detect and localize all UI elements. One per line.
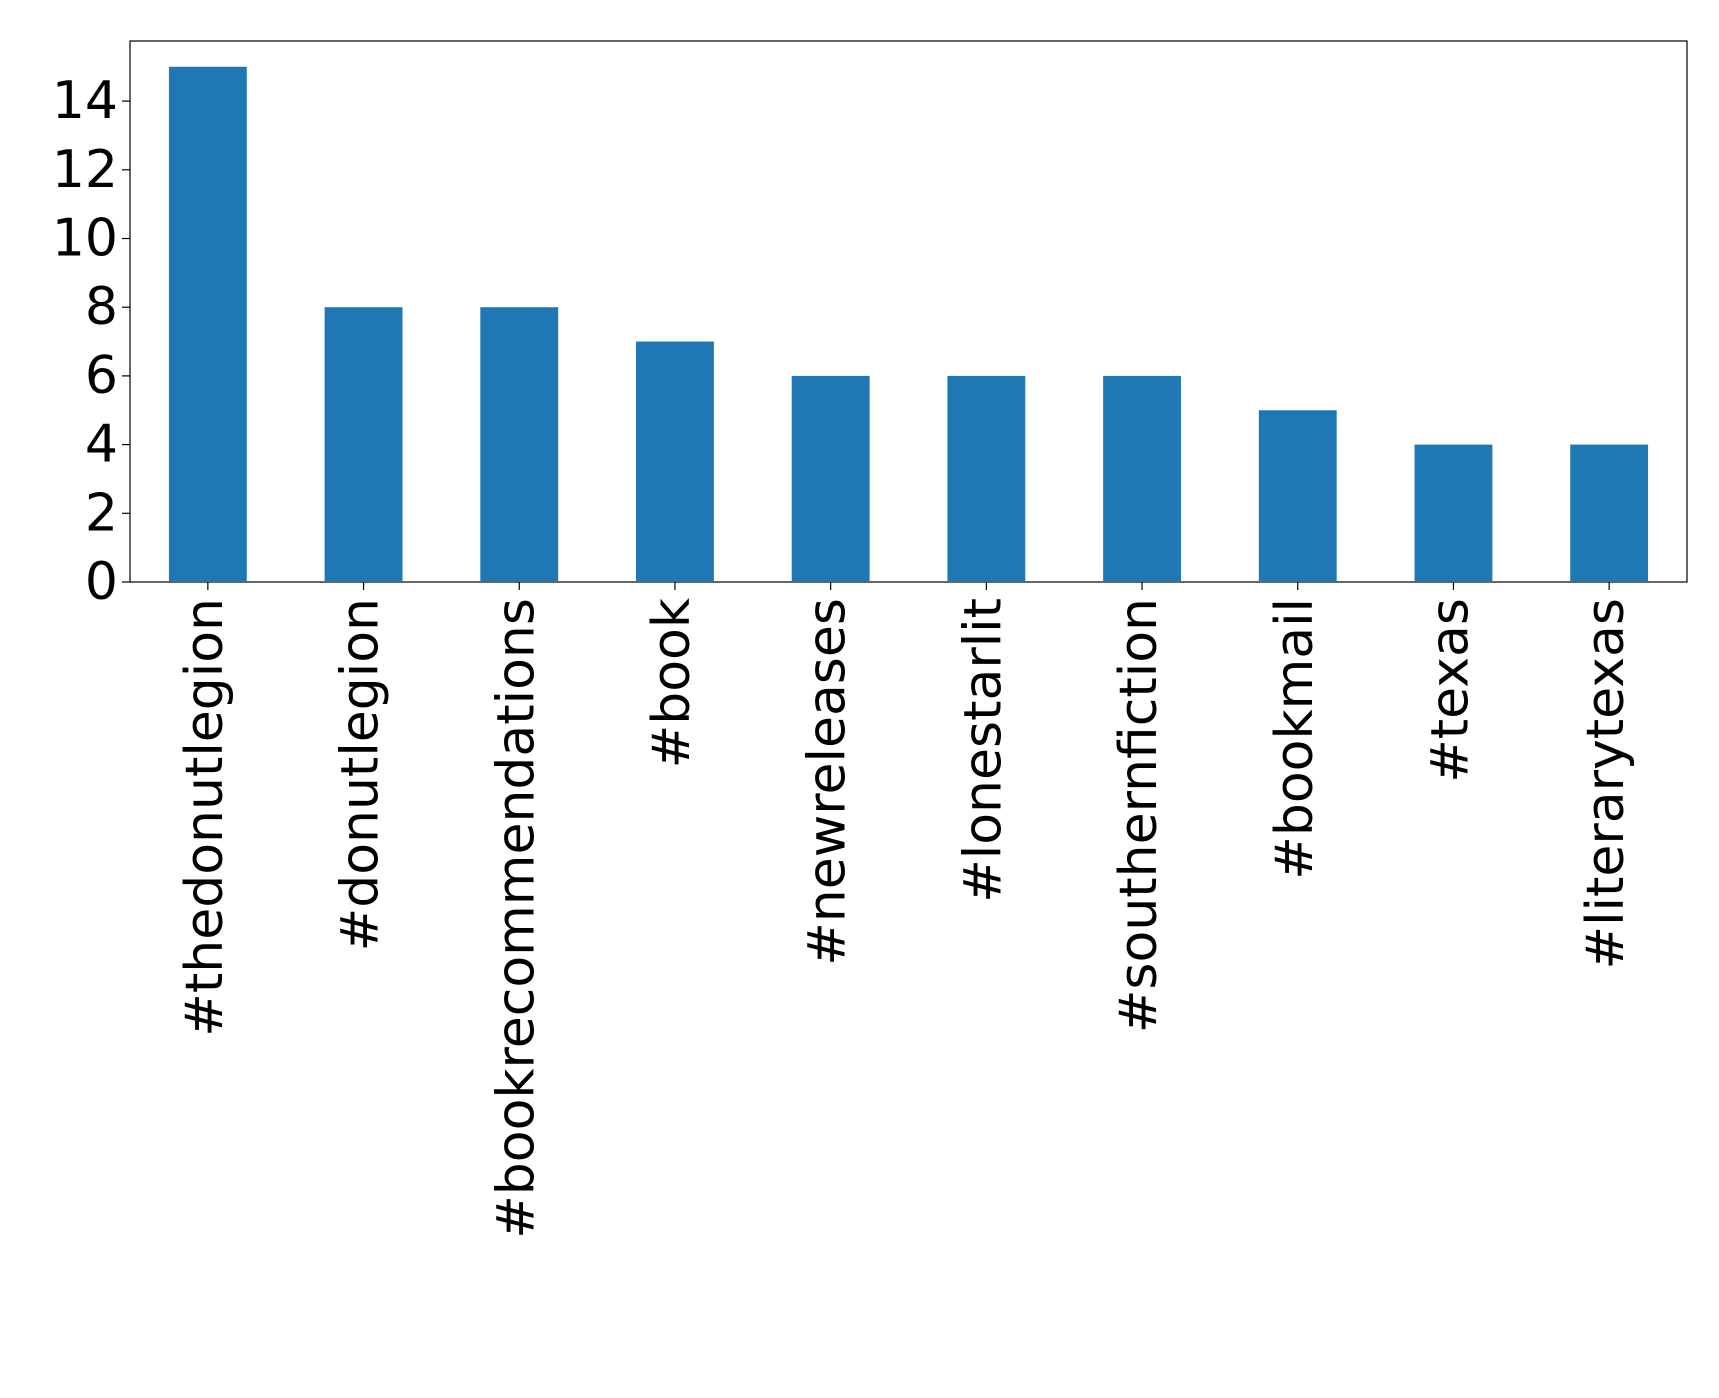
- x-tick-label: #bookmail: [1265, 598, 1325, 880]
- x-tick-label: #southernfiction: [1109, 598, 1169, 1033]
- x-tick-label: #donutlegion: [331, 598, 391, 951]
- bar: [1414, 444, 1493, 582]
- y-tick-label: 2: [85, 483, 118, 543]
- x-tick-label: #texas: [1420, 598, 1480, 783]
- y-tick-label: 4: [85, 415, 118, 475]
- bar: [1103, 375, 1181, 582]
- y-tick-label: 8: [85, 277, 118, 337]
- x-tick-label: #thedonutlegion: [175, 598, 235, 1037]
- bar: [1570, 444, 1649, 582]
- plot-frame: [129, 40, 1688, 583]
- y-tick-label: 12: [52, 140, 118, 200]
- x-tick-label: #lonestarlit: [953, 598, 1013, 903]
- x-tick-label: #newreleases: [798, 598, 858, 966]
- bar: [1258, 410, 1337, 582]
- bar: [791, 375, 870, 582]
- x-tick-label: #book: [642, 598, 702, 768]
- x-tick-label: #bookrecommendations: [486, 598, 546, 1239]
- bar: [947, 375, 1026, 582]
- x-tick-label: #literarytexas: [1576, 598, 1636, 969]
- bar: [480, 307, 559, 582]
- bar: [636, 341, 714, 582]
- y-tick-label: 14: [52, 71, 118, 131]
- y-tick-label: 10: [52, 209, 118, 269]
- bar: [168, 66, 247, 582]
- y-tick-label: 0: [85, 552, 118, 612]
- y-tick-label: 6: [85, 346, 118, 406]
- bar: [324, 307, 403, 582]
